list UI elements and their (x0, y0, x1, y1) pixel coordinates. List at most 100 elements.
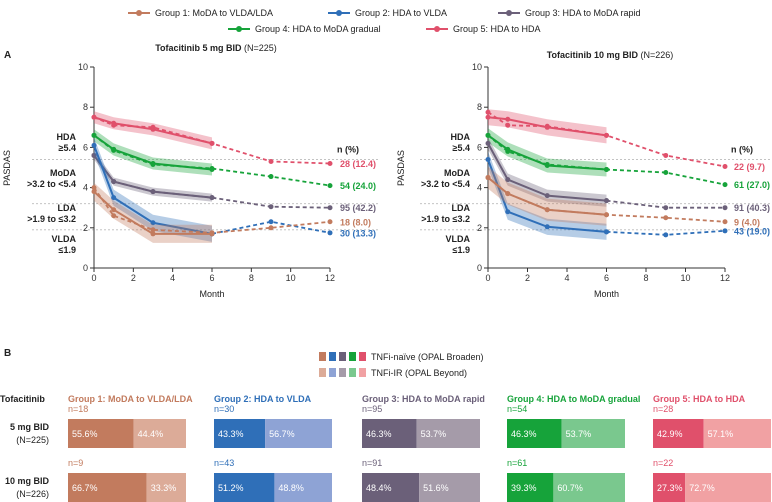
end-label-g4: 54 (24.0) (340, 181, 376, 191)
data-point-g2 (544, 224, 550, 230)
bar-naive (214, 419, 266, 448)
data-point-g3 (111, 179, 117, 185)
data-point-g5 (505, 116, 511, 122)
ci-band-g2 (488, 151, 607, 240)
legend-swatch-naive-g2 (329, 352, 336, 361)
data-point-g3 (327, 205, 333, 211)
bar-label-ir: 44.4% (138, 429, 164, 439)
bar-label-ir: 53.7% (421, 429, 447, 439)
bar-label-naive: 46.3% (366, 429, 392, 439)
bar-naive (653, 473, 686, 502)
ci-band-g3 (488, 137, 607, 207)
dashed-line-g5 (487, 111, 726, 168)
bar-label-ir: 72.7% (689, 483, 715, 493)
data-point-g4 (268, 174, 274, 180)
data-point-g2 (604, 229, 609, 235)
data-point-g1 (327, 219, 333, 225)
legend-label-g5: Group 5: HDA to HDA (453, 24, 541, 34)
legend-marker-g5 (434, 26, 440, 32)
plot-title: Tofacitinib 10 mg BID (N=226) (547, 50, 674, 60)
data-point-g4 (91, 132, 97, 138)
row-n: (N=225) (16, 435, 49, 445)
legend-swatch-ir-g2 (329, 368, 336, 377)
category-range: ≥5.4 (59, 143, 76, 153)
bar-label-naive: 51.2% (218, 483, 244, 493)
data-point-g2 (91, 142, 97, 148)
observed-line-g4 (487, 134, 607, 171)
y-tick-label: 6 (83, 142, 88, 152)
bar-naive (68, 419, 134, 448)
bar-ir (419, 473, 480, 502)
data-point-g4 (209, 166, 215, 172)
panel-b-label: B (4, 348, 11, 359)
data-point-g3 (209, 195, 215, 201)
legend-swatch-ir-g5 (359, 368, 366, 377)
category-label: MoDA (444, 168, 470, 178)
bar-label-naive: 39.3% (511, 483, 537, 493)
legend-swatch-naive-g3 (339, 352, 346, 361)
data-point-g4 (663, 170, 669, 176)
y-tick-label: 4 (477, 183, 482, 193)
y-tick-label: 10 (472, 62, 482, 72)
group-n: n=61 (507, 458, 527, 468)
group-title-g5: Group 5: HDA to HDA (653, 394, 746, 404)
bar-label-naive: 46.3% (511, 429, 537, 439)
plot-10mg: Tofacitinib 10 mg BID (N=226) 0 2 4 6 8 10 0 2 4 6… (396, 50, 770, 299)
y-tick-label: 2 (83, 223, 88, 233)
end-label-g1: 18 (8.0) (340, 217, 371, 227)
y-tick-label: 6 (477, 142, 482, 152)
category-range: >3.2 to <5.4 (27, 179, 76, 189)
category-label: HDA (57, 132, 77, 142)
data-point-g4 (544, 161, 550, 167)
data-point-g2 (505, 209, 511, 215)
panel-a-label: A (4, 50, 11, 61)
legend-marker-g1 (136, 10, 142, 16)
data-point-g1 (722, 219, 728, 225)
bar-label-naive: 27.3% (657, 483, 683, 493)
data-point-g1 (91, 189, 97, 195)
data-point-g1 (268, 225, 274, 231)
bar-label-naive: 55.6% (72, 429, 98, 439)
bar-label-ir: 53.7% (566, 429, 592, 439)
data-point-g3 (604, 198, 609, 204)
category-range: ≤1.9 (453, 245, 470, 255)
data-point-g5 (209, 140, 215, 146)
x-tick-label: 4 (170, 273, 175, 283)
data-point-g3 (722, 205, 728, 211)
data-point-g5 (91, 114, 97, 120)
group-title-g1: Group 1: MoDA to VLDA/LDA (68, 394, 193, 404)
ci-band-g4 (94, 129, 212, 176)
group-title-g3: Group 3: HDA to MoDA rapid (362, 394, 485, 404)
group-n: n=30 (214, 404, 234, 414)
bar-naive (362, 473, 420, 502)
x-axis-label: Month (199, 289, 224, 299)
panel-b-bars: TNFi-naïve (OPAL Broaden) TNFi-IR (OPAL B… (0, 352, 771, 502)
data-point-g1 (111, 213, 117, 219)
data-point-g4 (111, 147, 117, 153)
data-point-g3 (663, 205, 669, 211)
y-tick-label: 0 (477, 263, 482, 273)
bar-ir (703, 419, 771, 448)
bar-label-naive: 66.7% (72, 483, 98, 493)
dashed-line-g1 (487, 176, 726, 223)
legend-label-g1: Group 1: MoDA to VLDA/LDA (155, 8, 273, 18)
end-label-g5: 22 (9.7) (734, 162, 765, 172)
x-tick-label: 2 (525, 273, 530, 283)
data-point-g3 (150, 189, 156, 195)
end-label-g4: 61 (27.0) (734, 180, 770, 190)
data-point-g5 (663, 152, 669, 158)
data-point-g1 (663, 215, 669, 221)
legend-marker-g3 (506, 10, 512, 16)
group-title-g2: Group 2: HDA to VLDA (214, 394, 312, 404)
x-tick-label: 12 (720, 273, 730, 283)
dashed-line-g5 (93, 116, 331, 165)
dashed-line-g2 (211, 220, 331, 235)
data-point-g5 (268, 158, 274, 164)
ci-band-g4 (488, 128, 607, 177)
end-label-g1: 9 (4.0) (734, 217, 760, 227)
y-tick-label: 10 (78, 62, 88, 72)
legend-ir: TNFi-IR (OPAL Beyond) (371, 368, 467, 378)
data-point-g5 (544, 123, 550, 129)
category-range: >1.9 to ≤3.2 (27, 214, 76, 224)
